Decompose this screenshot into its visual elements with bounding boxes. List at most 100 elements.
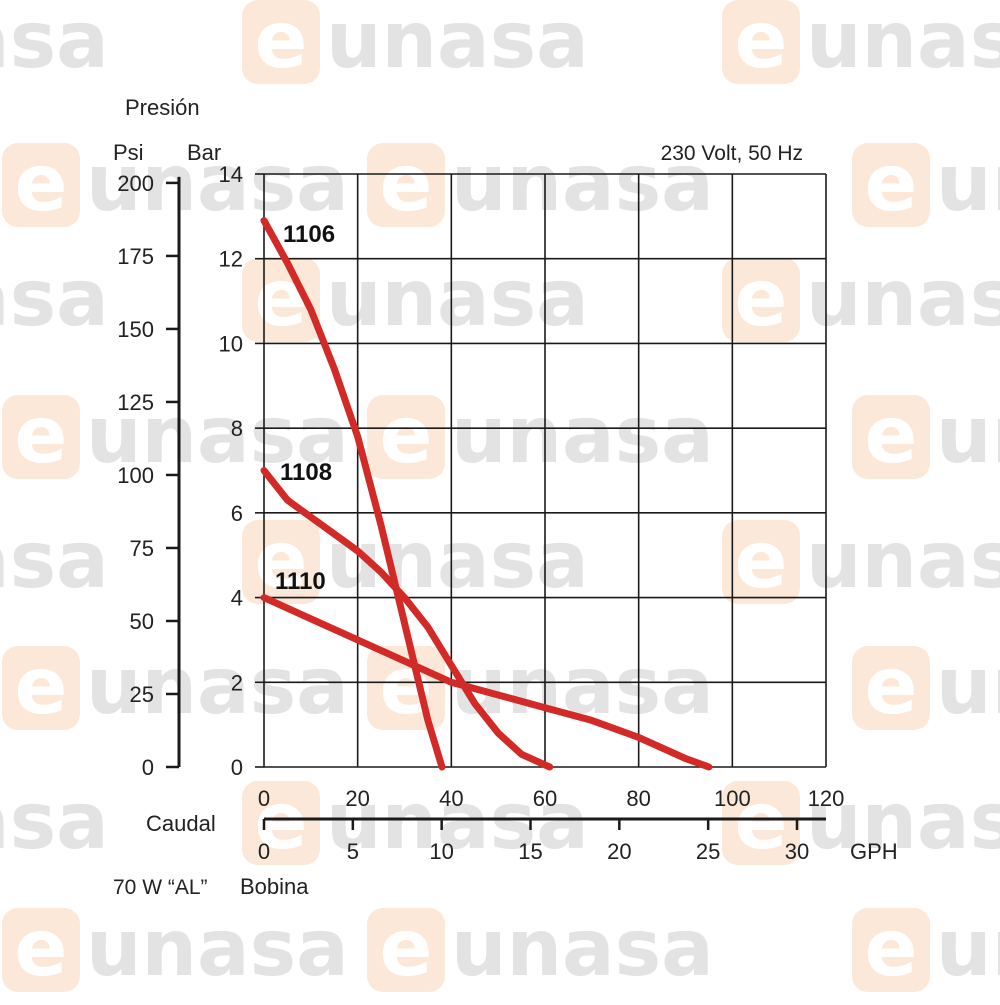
watermark-prefix: e xyxy=(380,139,433,229)
bar-tick-label: 10 xyxy=(219,331,243,356)
psi-tick-label: 50 xyxy=(130,609,154,634)
psi-tick-label: 0 xyxy=(142,755,154,780)
coil-power-label: 70 W “AL” xyxy=(113,876,208,899)
watermark-text: unasa xyxy=(86,391,349,481)
series-label-1110: 1110 xyxy=(275,568,326,595)
watermark-prefix: e xyxy=(735,777,788,867)
voltage-note: 230 Volt, 50 Hz xyxy=(661,142,803,165)
watermark-prefix: e xyxy=(255,254,308,344)
watermark-text: unasa xyxy=(86,642,349,732)
watermark-text: unasa xyxy=(326,0,589,86)
watermark-prefix: e xyxy=(735,254,788,344)
gph-tick-label: 15 xyxy=(518,839,542,864)
series-label-1106: 1106 xyxy=(283,221,335,248)
bar-tick-label: 4 xyxy=(231,586,243,611)
watermark-text: unasa xyxy=(0,0,109,86)
watermark-prefix: e xyxy=(735,0,788,86)
watermark-text: unasa xyxy=(936,904,1000,994)
watermark-text: unasa xyxy=(936,139,1000,229)
watermark-text: unasa xyxy=(936,391,1000,481)
lph-tick-label: 60 xyxy=(533,786,557,811)
watermark-text: unasa xyxy=(326,254,589,344)
bar-tick-label: 6 xyxy=(231,501,243,526)
watermark-text: unasa xyxy=(0,777,109,867)
watermark-prefix: e xyxy=(15,904,68,994)
watermark-text: unasa xyxy=(326,777,589,867)
lph-tick-label: 0 xyxy=(258,786,270,811)
lph-tick-label: 20 xyxy=(345,786,369,811)
series-line-1110 xyxy=(260,594,713,771)
flow-axis-label: Caudal xyxy=(146,811,216,836)
watermark-text: unasa xyxy=(936,642,1000,732)
watermark-text: unasa xyxy=(86,904,349,994)
watermark-prefix: e xyxy=(15,642,68,732)
watermark-prefix: e xyxy=(865,391,918,481)
bar-unit-label: Bar xyxy=(187,140,221,165)
watermark-text: unasa xyxy=(806,516,1000,606)
label-layer: Presión Psi Bar 230 Volt, 50 Hz Caudal G… xyxy=(113,95,898,899)
psi-unit-label: Psi xyxy=(113,140,144,165)
watermark-prefix: e xyxy=(15,391,68,481)
coil-label: Bobina xyxy=(240,874,309,899)
bar-tick-label: 12 xyxy=(219,247,243,272)
psi-tick-label: 100 xyxy=(117,463,154,488)
psi-tick-label: 125 xyxy=(117,390,154,415)
bar-tick-label: 2 xyxy=(231,670,243,695)
watermark-text: unasa xyxy=(806,254,1000,344)
watermark-prefix: e xyxy=(865,642,918,732)
psi-tick-label: 25 xyxy=(130,682,154,707)
psi-tick-label: 200 xyxy=(117,171,154,196)
watermark-prefix: e xyxy=(865,904,918,994)
chart-title: Presión xyxy=(125,95,200,120)
watermark-text: unasa xyxy=(806,777,1000,867)
psi-tick-label: 175 xyxy=(117,244,154,269)
series-line-1108 xyxy=(260,467,554,771)
watermark-text: unasa xyxy=(451,904,714,994)
lph-tick-label: 120 xyxy=(808,786,845,811)
watermark-text: unasa xyxy=(451,139,714,229)
series-line-1106 xyxy=(260,217,446,771)
watermark-prefix: e xyxy=(255,0,308,86)
series-label-1108: 1108 xyxy=(280,459,332,486)
psi-tick-label: 150 xyxy=(117,317,154,342)
watermark-prefix: e xyxy=(865,139,918,229)
gph-tick-label: 30 xyxy=(785,839,809,864)
gph-unit-label: GPH xyxy=(850,839,898,864)
watermark-prefix: e xyxy=(380,391,433,481)
lph-tick-label: 100 xyxy=(714,786,751,811)
bar-tick-label: 14 xyxy=(219,162,243,187)
gph-tick-label: 0 xyxy=(258,839,270,864)
watermark-prefix: e xyxy=(735,516,788,606)
gph-tick-label: 10 xyxy=(429,839,453,864)
gph-tick-label: 25 xyxy=(696,839,720,864)
watermark-prefix: e xyxy=(15,139,68,229)
gph-tick-label: 20 xyxy=(607,839,631,864)
watermark-text: unasa xyxy=(451,391,714,481)
watermark-text: unasa xyxy=(0,254,109,344)
gph-tick-label: 5 xyxy=(347,839,359,864)
bar-tick-label: 8 xyxy=(231,416,243,441)
watermark-text: unasa xyxy=(86,139,349,229)
